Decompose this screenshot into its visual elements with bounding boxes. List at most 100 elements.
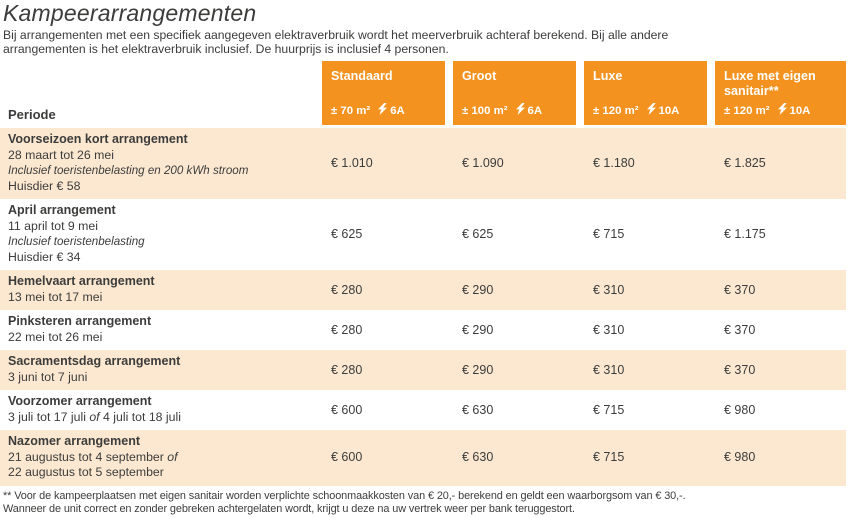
area-value: ± 120 m² bbox=[593, 104, 639, 117]
price-cell: € 625 bbox=[331, 227, 363, 241]
intro-line-2: arrangementen is het elektraverbruik inc… bbox=[3, 42, 449, 56]
column-header-groot: Groot ± 100 m² 6A bbox=[453, 61, 576, 125]
text-segment: Inclusief toeristenbelasting en 200 kWh … bbox=[8, 164, 249, 177]
text-segment: 3 juli tot 17 juli bbox=[8, 409, 90, 424]
column-header-cell: Standaard ± 70 m² 6A bbox=[322, 61, 453, 125]
text-segment: Sacramentsdag arrangement bbox=[8, 354, 181, 368]
text-segment: 13 mei tot 17 mei bbox=[8, 289, 103, 304]
period-cell: Voorzomer arrangement 3 juli tot 17 juli … bbox=[0, 394, 322, 425]
price-cell: € 625 bbox=[462, 227, 494, 241]
price-cell: € 600 bbox=[331, 402, 363, 417]
text-segment: 11 april tot 9 mei bbox=[8, 218, 98, 233]
footnote: ** Voor de kampeerplaatsen met eigen san… bbox=[3, 490, 850, 517]
table-row: April arrangement 11 april tot 9 mei Inclu… bbox=[0, 199, 846, 270]
row-dates: 13 mei tot 17 mei bbox=[8, 290, 322, 306]
electricity-bolt-icon bbox=[515, 103, 525, 118]
row-dates: 11 april tot 9 mei bbox=[8, 219, 322, 235]
period-cell: Hemelvaart arrangement 13 mei tot 17 mei bbox=[0, 274, 322, 305]
column-header-cell: Luxe ± 120 m² 10A bbox=[584, 61, 715, 125]
text-segment: Huisdier € 34 bbox=[8, 249, 81, 264]
page-title: Kampeerarrangementen bbox=[3, 0, 257, 26]
column-header-luxe-eigen-sanitair: Luxe met eigen sanitair** ± 120 m² 10A bbox=[715, 61, 846, 125]
pricing-table: Periode Standaard ± 70 m² 6A Groot bbox=[0, 61, 846, 486]
table-body: Voorseizoen kort arrangement 28 maart tot… bbox=[0, 128, 846, 486]
column-header-cell: Groot ± 100 m² 6A bbox=[453, 61, 584, 125]
price-cell: € 630 bbox=[462, 450, 494, 465]
row-dates: 28 maart tot 26 mei bbox=[8, 148, 322, 164]
column-spec: ± 120 m² 10A bbox=[593, 103, 703, 118]
text-segment: Hemelvaart arrangement bbox=[8, 274, 155, 288]
column-spec: ± 100 m² 6A bbox=[462, 103, 572, 118]
price-cell: € 310 bbox=[593, 322, 625, 337]
period-cell: Voorseizoen kort arrangement 28 maart tot… bbox=[0, 132, 322, 194]
price-cell: € 290 bbox=[462, 282, 494, 297]
price-cell: € 980 bbox=[724, 450, 756, 465]
price-cell: € 715 bbox=[593, 402, 625, 417]
intro-text: Bij arrangementen met een specifiek aang… bbox=[3, 28, 850, 56]
amps-value: 6A bbox=[390, 104, 405, 117]
electricity-bolt-icon bbox=[777, 103, 787, 118]
column-title: Luxe bbox=[593, 69, 623, 83]
amps-value: 10A bbox=[789, 104, 811, 117]
price-cell: € 1.090 bbox=[462, 156, 504, 170]
row-title: Voorseizoen kort arrangement bbox=[8, 132, 322, 148]
column-header-luxe: Luxe ± 120 m² 10A bbox=[584, 61, 707, 125]
price-cell: € 370 bbox=[724, 322, 756, 337]
text-segment: of bbox=[89, 409, 100, 424]
price-cell: € 630 bbox=[462, 402, 494, 417]
row-dates: 22 augustus tot 5 september bbox=[8, 465, 322, 481]
text-segment: Voorseizoen kort arrangement bbox=[8, 132, 188, 146]
row-dates: Huisdier € 58 bbox=[8, 179, 322, 195]
period-cell: Pinksteren arrangement 22 mei tot 26 mei bbox=[0, 314, 322, 345]
table-header-row: Periode Standaard ± 70 m² 6A Groot bbox=[0, 61, 846, 125]
column-header-periode: Periode bbox=[8, 107, 56, 122]
area-value: ± 120 m² bbox=[724, 104, 770, 117]
row-dates: 3 juni tot 7 juni bbox=[8, 370, 322, 386]
period-cell: April arrangement 11 april tot 9 mei Inclu… bbox=[0, 203, 322, 265]
row-dates: 21 augustus tot 4 september of bbox=[8, 450, 322, 466]
price-cell: € 1.180 bbox=[593, 156, 635, 170]
price-cell: € 1.825 bbox=[724, 156, 766, 170]
column-title: Luxe met eigen sanitair** bbox=[724, 69, 816, 98]
price-cell: € 1.010 bbox=[331, 156, 373, 170]
period-cell: Sacramentsdag arrangement 3 juni tot 7 ju… bbox=[0, 354, 322, 385]
electricity-bolt-icon bbox=[378, 103, 388, 118]
column-title: Groot bbox=[462, 69, 497, 83]
text-segment: Inclusief toeristenbelasting bbox=[8, 235, 145, 248]
amps-value: 6A bbox=[527, 104, 543, 117]
table-row: Pinksteren arrangement 22 mei tot 26 mei €… bbox=[0, 310, 846, 350]
row-title: Pinksteren arrangement bbox=[8, 314, 322, 330]
text-segment: Pinksteren arrangement bbox=[8, 314, 152, 328]
price-cell: € 980 bbox=[724, 402, 756, 417]
row-title: Voorzomer arrangement bbox=[8, 394, 322, 410]
footnote-line-1: ** Voor de kampeerplaatsen met eigen san… bbox=[3, 489, 686, 502]
table-row: Hemelvaart arrangement 13 mei tot 17 mei €… bbox=[0, 270, 846, 310]
row-title: Hemelvaart arrangement bbox=[8, 274, 322, 290]
row-note: Inclusief toeristenbelasting bbox=[8, 234, 322, 250]
area-value: ± 70 m² bbox=[331, 104, 371, 117]
price-cell: € 310 bbox=[593, 362, 625, 377]
period-cell: Nazomer arrangement 21 augustus tot 4 sep… bbox=[0, 434, 322, 481]
price-cell: € 600 bbox=[331, 450, 363, 465]
price-cell: € 370 bbox=[724, 362, 756, 377]
column-spec: ± 120 m² 10A bbox=[724, 103, 842, 118]
price-cell: € 280 bbox=[331, 322, 363, 337]
row-dates: Huisdier € 34 bbox=[8, 250, 322, 266]
price-cell: € 290 bbox=[462, 362, 494, 377]
table-row: Voorzomer arrangement 3 juli tot 17 juli … bbox=[0, 390, 846, 430]
row-title: Nazomer arrangement bbox=[8, 434, 322, 450]
column-header-standaard: Standaard ± 70 m² 6A bbox=[322, 61, 445, 125]
intro-line-1: Bij arrangementen met een specifiek aang… bbox=[3, 28, 669, 42]
row-title: April arrangement bbox=[8, 203, 322, 219]
electricity-bolt-icon bbox=[646, 103, 656, 118]
row-note: Inclusief toeristenbelasting en 200 kWh … bbox=[8, 163, 322, 179]
price-cell: € 1.175 bbox=[724, 227, 766, 241]
text-segment: 3 juni tot 7 juni bbox=[8, 369, 88, 384]
row-dates: 22 mei tot 26 mei bbox=[8, 330, 322, 346]
price-cell: € 715 bbox=[593, 227, 625, 241]
price-cell: € 280 bbox=[331, 362, 363, 377]
text-segment: 21 augustus tot 4 september bbox=[8, 449, 168, 464]
price-cell: € 715 bbox=[593, 450, 625, 465]
text-segment: Huisdier € 58 bbox=[8, 178, 81, 193]
text-segment: Voorzomer arrangement bbox=[8, 394, 152, 408]
